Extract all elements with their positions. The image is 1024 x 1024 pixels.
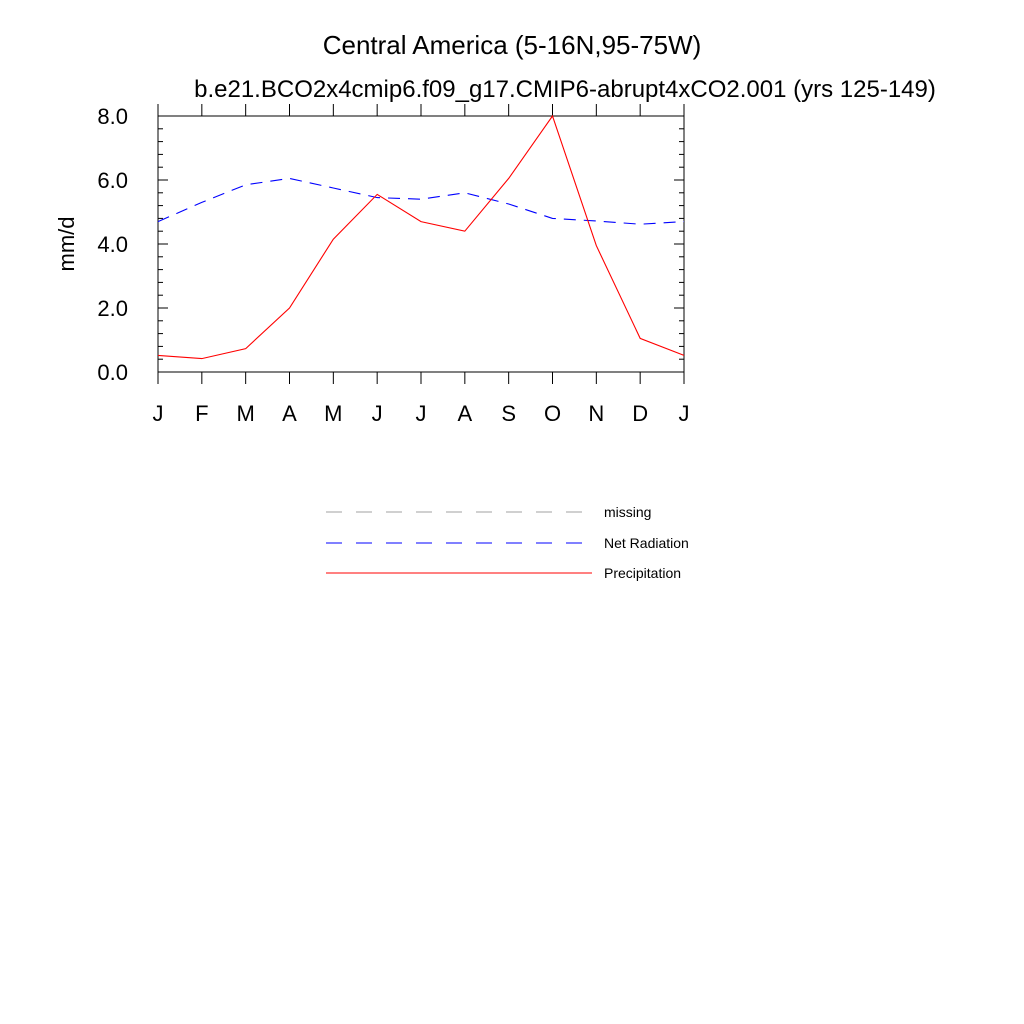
series-line-precipitation [157, 114, 685, 360]
x-tick-label: O [544, 401, 561, 426]
x-tick-label: F [195, 401, 208, 426]
x-tick-label: J [372, 401, 383, 426]
legend-label: Net Radiation [604, 535, 689, 551]
x-tick-label: D [632, 401, 648, 426]
x-tick-label: A [282, 401, 297, 426]
y-axis-label: mm/d [54, 217, 79, 272]
x-tick-label: N [588, 401, 604, 426]
x-tick-label: S [501, 401, 516, 426]
plot-frame [157, 115, 685, 373]
y-tick-label: 4.0 [97, 232, 128, 257]
legend-label: Precipitation [604, 565, 681, 581]
x-tick-label: A [457, 401, 472, 426]
y-axis-ticks: 0.0 2.0 4.0 6.0 8.0 [97, 104, 684, 385]
x-tick-label: J [153, 401, 164, 426]
series-line-net-radiation [157, 177, 685, 225]
y-tick-label: 6.0 [97, 168, 128, 193]
legend-label: missing [604, 504, 651, 520]
y-tick-label: 2.0 [97, 296, 128, 321]
x-tick-label: J [416, 401, 427, 426]
x-tick-label: J [679, 401, 690, 426]
legend: missing Net Radiation Precipitation [326, 504, 689, 581]
x-tick-label: M [324, 401, 342, 426]
y-tick-label: 8.0 [97, 104, 128, 129]
x-tick-label: M [237, 401, 255, 426]
chart-subtitle: b.e21.BCO2x4cmip6.f09_g17.CMIP6-abrupt4x… [194, 76, 936, 103]
chart-title: Central America (5-16N,95-75W) [323, 30, 702, 60]
series-lines [157, 114, 685, 360]
y-tick-label: 0.0 [97, 360, 128, 385]
